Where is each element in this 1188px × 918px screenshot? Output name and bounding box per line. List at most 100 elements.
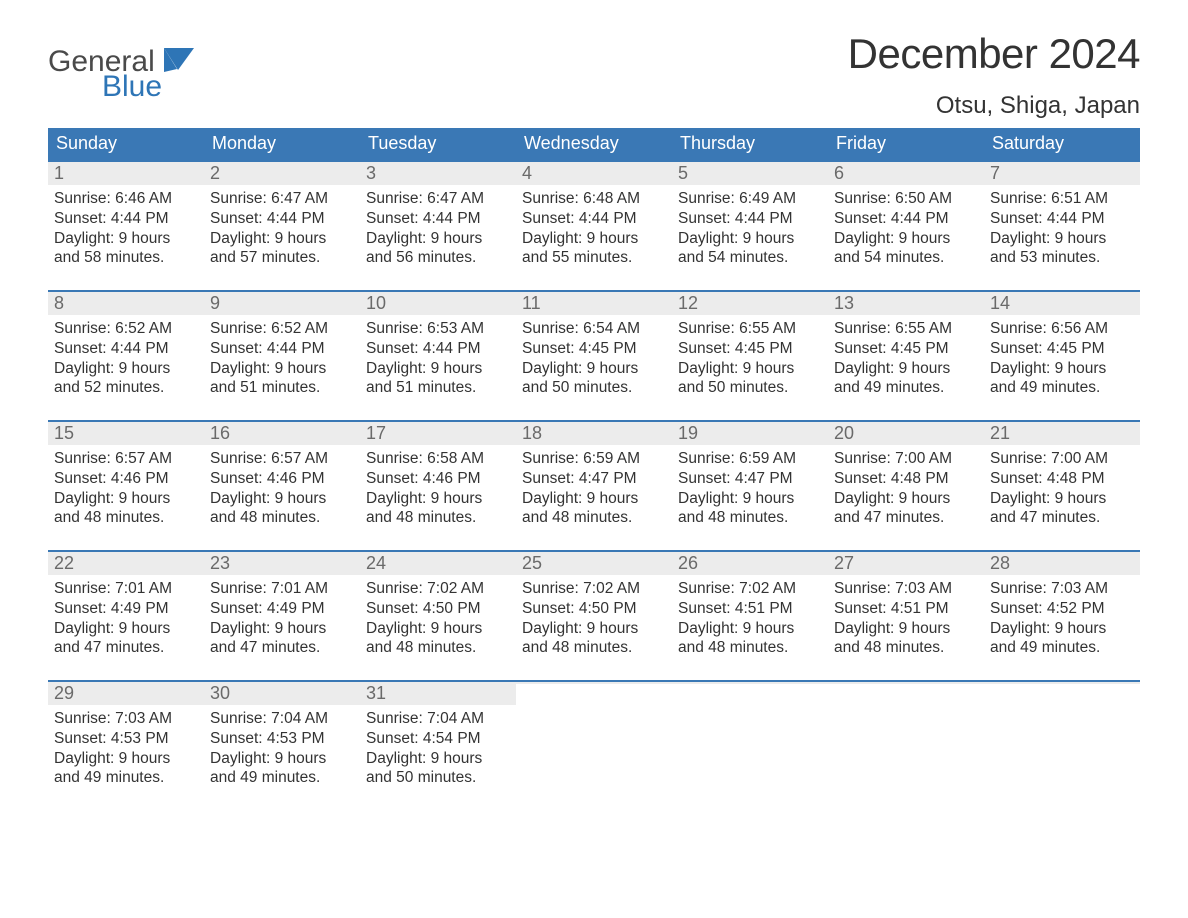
calendar-day: 18Sunrise: 6:59 AMSunset: 4:47 PMDayligh… [516, 422, 672, 540]
calendar-day: 15Sunrise: 6:57 AMSunset: 4:46 PMDayligh… [48, 422, 204, 540]
day-dl2: and 48 minutes. [678, 508, 822, 528]
calendar-day: 26Sunrise: 7:02 AMSunset: 4:51 PMDayligh… [672, 552, 828, 670]
day-sunrise: Sunrise: 6:52 AM [210, 319, 354, 339]
day-number: 19 [678, 423, 698, 443]
day-sunrise: Sunrise: 7:03 AM [834, 579, 978, 599]
title-block: December 2024 Otsu, Shiga, Japan [848, 30, 1140, 120]
day-number-row: 23 [204, 552, 360, 575]
day-number-row: 28 [984, 552, 1140, 575]
day-number-row: 17 [360, 422, 516, 445]
day-dl1: Daylight: 9 hours [210, 229, 354, 249]
day-sunset: Sunset: 4:50 PM [366, 599, 510, 619]
calendar-day: 25Sunrise: 7:02 AMSunset: 4:50 PMDayligh… [516, 552, 672, 670]
day-number-row: 9 [204, 292, 360, 315]
day-number-row: 4 [516, 162, 672, 185]
day-number-row: 25 [516, 552, 672, 575]
day-sunrise: Sunrise: 7:01 AM [210, 579, 354, 599]
day-number-row: 30 [204, 682, 360, 705]
calendar-day: 14Sunrise: 6:56 AMSunset: 4:45 PMDayligh… [984, 292, 1140, 410]
day-sunset: Sunset: 4:50 PM [522, 599, 666, 619]
day-dl2: and 50 minutes. [522, 378, 666, 398]
day-sunrise: Sunrise: 6:56 AM [990, 319, 1134, 339]
day-dl1: Daylight: 9 hours [990, 619, 1134, 639]
day-sunrise: Sunrise: 6:55 AM [678, 319, 822, 339]
day-body: Sunrise: 6:57 AMSunset: 4:46 PMDaylight:… [204, 445, 360, 534]
day-number-row: 21 [984, 422, 1140, 445]
day-number-row: 5 [672, 162, 828, 185]
day-sunset: Sunset: 4:51 PM [678, 599, 822, 619]
calendar-day: 28Sunrise: 7:03 AMSunset: 4:52 PMDayligh… [984, 552, 1140, 670]
day-sunrise: Sunrise: 6:55 AM [834, 319, 978, 339]
day-number-row [828, 682, 984, 684]
calendar-day: 5Sunrise: 6:49 AMSunset: 4:44 PMDaylight… [672, 162, 828, 280]
calendar-day: 29Sunrise: 7:03 AMSunset: 4:53 PMDayligh… [48, 682, 204, 800]
day-number-row: 2 [204, 162, 360, 185]
calendar: Sunday Monday Tuesday Wednesday Thursday… [48, 128, 1140, 800]
calendar-day: 6Sunrise: 6:50 AMSunset: 4:44 PMDaylight… [828, 162, 984, 280]
day-body: Sunrise: 6:50 AMSunset: 4:44 PMDaylight:… [828, 185, 984, 274]
day-dl1: Daylight: 9 hours [366, 489, 510, 509]
day-number: 11 [522, 293, 541, 313]
day-sunrise: Sunrise: 7:04 AM [366, 709, 510, 729]
day-dl2: and 48 minutes. [522, 638, 666, 658]
day-sunset: Sunset: 4:51 PM [834, 599, 978, 619]
day-sunrise: Sunrise: 7:03 AM [990, 579, 1134, 599]
day-sunrise: Sunrise: 6:48 AM [522, 189, 666, 209]
day-sunset: Sunset: 4:45 PM [522, 339, 666, 359]
day-dl2: and 53 minutes. [990, 248, 1134, 268]
day-number: 4 [522, 163, 532, 183]
day-dl2: and 48 minutes. [210, 508, 354, 528]
day-dl2: and 51 minutes. [210, 378, 354, 398]
day-dl2: and 49 minutes. [990, 378, 1134, 398]
day-number: 18 [522, 423, 542, 443]
day-dl2: and 48 minutes. [54, 508, 198, 528]
day-body: Sunrise: 6:59 AMSunset: 4:47 PMDaylight:… [516, 445, 672, 534]
day-number: 12 [678, 293, 698, 313]
calendar-day: 4Sunrise: 6:48 AMSunset: 4:44 PMDaylight… [516, 162, 672, 280]
day-body: Sunrise: 6:46 AMSunset: 4:44 PMDaylight:… [48, 185, 204, 274]
day-body: Sunrise: 6:54 AMSunset: 4:45 PMDaylight:… [516, 315, 672, 404]
day-sunset: Sunset: 4:45 PM [834, 339, 978, 359]
day-sunrise: Sunrise: 6:46 AM [54, 189, 198, 209]
day-number: 1 [54, 163, 64, 183]
calendar-day: 1Sunrise: 6:46 AMSunset: 4:44 PMDaylight… [48, 162, 204, 280]
day-body: Sunrise: 7:02 AMSunset: 4:50 PMDaylight:… [360, 575, 516, 664]
weekday-heading: Monday [204, 128, 360, 160]
day-sunrise: Sunrise: 6:52 AM [54, 319, 198, 339]
day-dl1: Daylight: 9 hours [834, 359, 978, 379]
day-number: 10 [366, 293, 386, 313]
day-dl1: Daylight: 9 hours [366, 359, 510, 379]
day-sunset: Sunset: 4:44 PM [366, 209, 510, 229]
day-number-row: 19 [672, 422, 828, 445]
day-number: 24 [366, 553, 386, 573]
day-number: 15 [54, 423, 74, 443]
day-sunset: Sunset: 4:49 PM [210, 599, 354, 619]
calendar-day [828, 682, 984, 800]
day-sunset: Sunset: 4:48 PM [834, 469, 978, 489]
day-dl1: Daylight: 9 hours [678, 229, 822, 249]
day-sunrise: Sunrise: 7:00 AM [834, 449, 978, 469]
day-number-row: 13 [828, 292, 984, 315]
day-number-row: 6 [828, 162, 984, 185]
day-dl2: and 49 minutes. [54, 768, 198, 788]
day-body: Sunrise: 7:01 AMSunset: 4:49 PMDaylight:… [204, 575, 360, 664]
day-sunset: Sunset: 4:54 PM [366, 729, 510, 749]
day-sunrise: Sunrise: 7:02 AM [366, 579, 510, 599]
day-dl1: Daylight: 9 hours [522, 359, 666, 379]
day-number-row: 22 [48, 552, 204, 575]
day-sunset: Sunset: 4:49 PM [54, 599, 198, 619]
calendar-day: 20Sunrise: 7:00 AMSunset: 4:48 PMDayligh… [828, 422, 984, 540]
day-body: Sunrise: 6:51 AMSunset: 4:44 PMDaylight:… [984, 185, 1140, 274]
day-dl1: Daylight: 9 hours [834, 489, 978, 509]
weekday-heading: Sunday [48, 128, 204, 160]
day-number-row: 24 [360, 552, 516, 575]
day-body: Sunrise: 7:00 AMSunset: 4:48 PMDaylight:… [984, 445, 1140, 534]
calendar-day: 21Sunrise: 7:00 AMSunset: 4:48 PMDayligh… [984, 422, 1140, 540]
calendar-week: 15 Sunrise: 6:57 AMSunset: 4:46 PMDayligh… [48, 420, 1140, 540]
day-dl2: and 49 minutes. [834, 378, 978, 398]
brand-logo-text: General Blue [48, 48, 162, 101]
day-dl1: Daylight: 9 hours [834, 229, 978, 249]
day-sunset: Sunset: 4:46 PM [54, 469, 198, 489]
calendar-day [984, 682, 1140, 800]
day-body: Sunrise: 7:01 AMSunset: 4:49 PMDaylight:… [48, 575, 204, 664]
